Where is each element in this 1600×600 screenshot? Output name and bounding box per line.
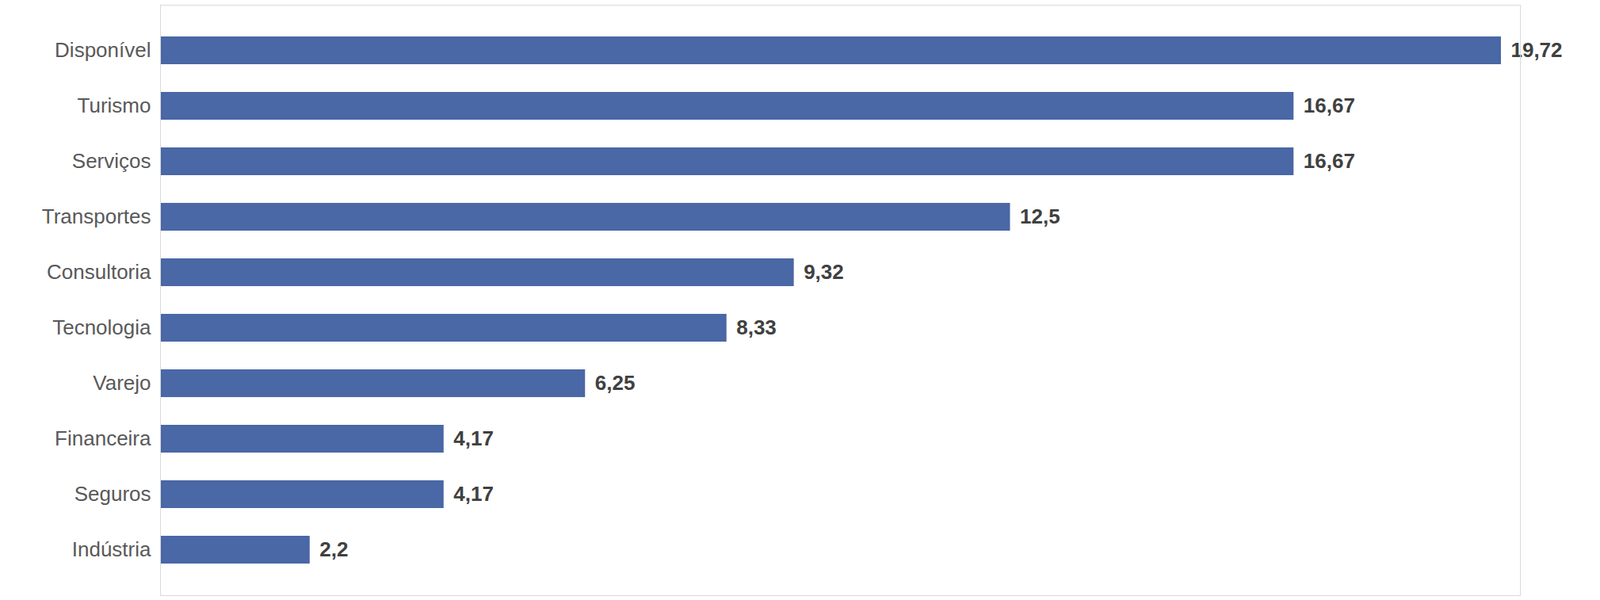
svg-text:16,67: 16,67	[1303, 93, 1356, 118]
svg-text:4,17: 4,17	[453, 481, 494, 506]
svg-text:Transportes: Transportes	[42, 204, 152, 229]
svg-text:8,33: 8,33	[736, 315, 777, 340]
svg-text:4,17: 4,17	[453, 426, 494, 451]
svg-text:Disponível: Disponível	[54, 38, 151, 62]
svg-text:12,5: 12,5	[1019, 204, 1061, 229]
svg-text:Turismo: Turismo	[77, 93, 152, 118]
svg-text:9,32: 9,32	[803, 259, 844, 284]
svg-text:2,2: 2,2	[319, 537, 348, 562]
svg-text:Consultoria: Consultoria	[46, 259, 152, 284]
svg-text:19,72: 19,72	[1510, 38, 1562, 62]
svg-text:Serviços: Serviços	[72, 148, 152, 173]
svg-text:Varejo: Varejo	[92, 370, 151, 395]
svg-text:6,25: 6,25	[595, 370, 636, 395]
svg-text:Indústria: Indústria	[72, 537, 152, 562]
svg-text:Tecnologia: Tecnologia	[52, 315, 152, 340]
svg-text:16,67: 16,67	[1303, 148, 1356, 173]
svg-text:Financeira: Financeira	[54, 426, 152, 451]
svg-text:Seguros: Seguros	[74, 481, 152, 506]
